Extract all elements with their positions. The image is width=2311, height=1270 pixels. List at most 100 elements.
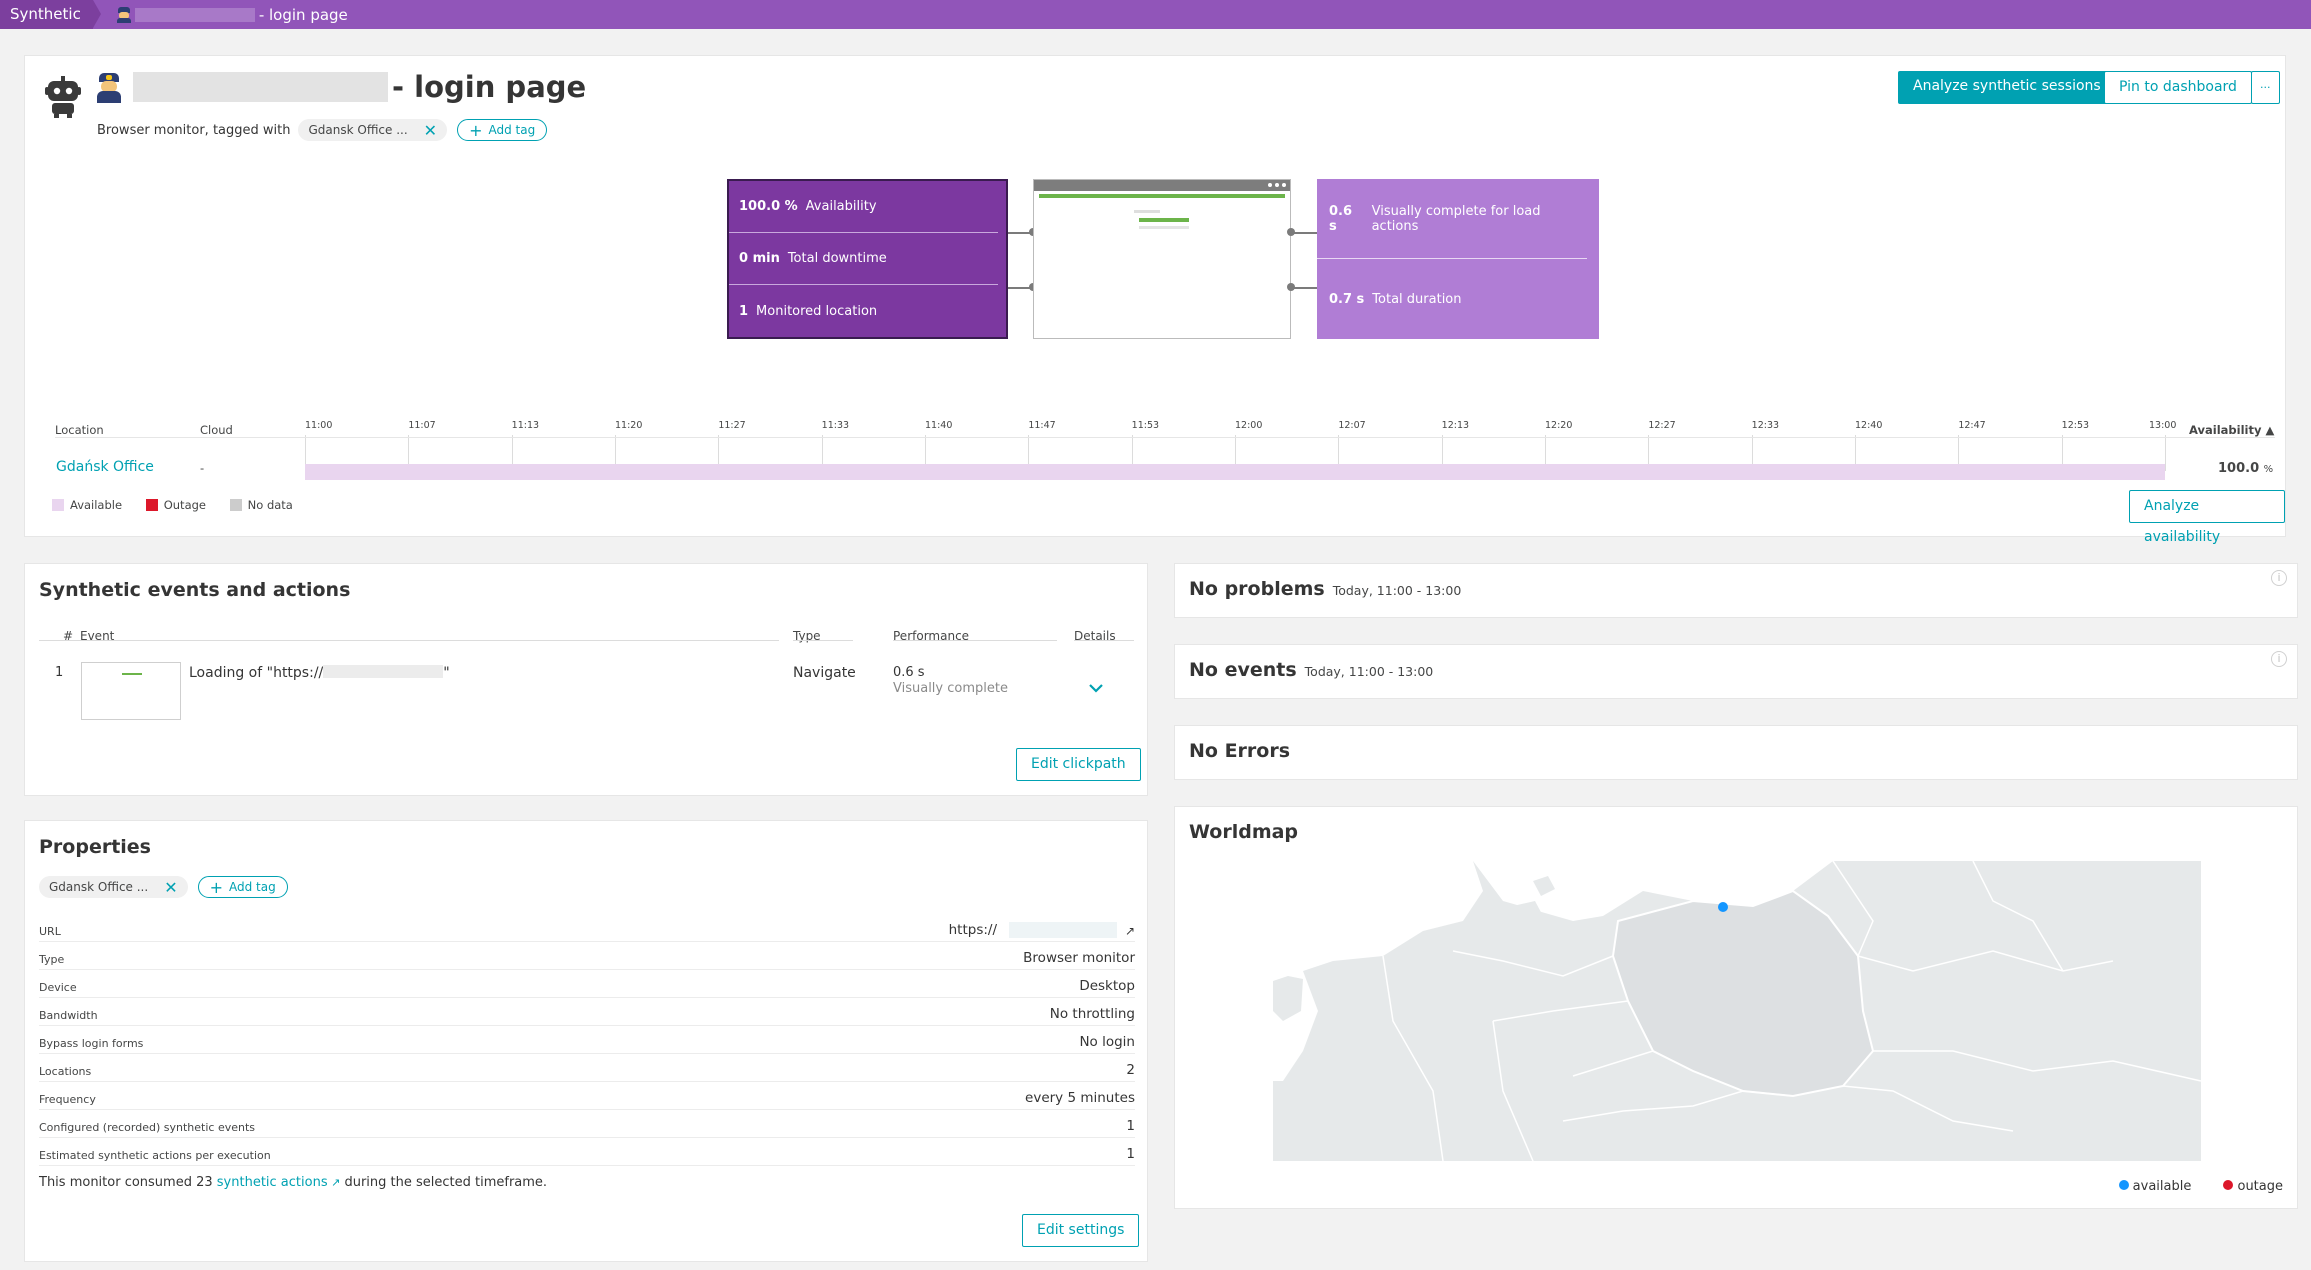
property-row: Configured (recorded) synthetic events 1 [39, 1110, 1135, 1138]
column-location: Location [55, 423, 104, 437]
property-row: ↗ URL https:// [39, 914, 1135, 942]
remove-tag-icon[interactable]: ✕ [423, 120, 438, 140]
events-card: Synthetic events and actions # Event Typ… [24, 563, 1148, 796]
timeline-tick-label: 11:33 [821, 420, 850, 431]
pin-to-dashboard-button[interactable]: Pin to dashboard [2104, 71, 2252, 104]
property-value[interactable]: https:// [948, 922, 1117, 938]
info-icon[interactable]: i [2271, 570, 2287, 586]
add-tag-label: Add tag [229, 880, 276, 894]
property-value: 1 [1126, 1118, 1135, 1134]
timeline-tick-label: 12:47 [1958, 420, 1986, 431]
timeline-tick-label: 11:53 [1131, 420, 1160, 431]
timeline-tick-label: 11:27 [718, 420, 746, 431]
property-key: Locations [39, 1065, 92, 1078]
property-value: No throttling [1049, 1006, 1135, 1022]
locations-metric: 1 Monitored location [739, 303, 878, 319]
external-link-icon[interactable]: ↗ [1124, 924, 1135, 938]
connector-line [1008, 232, 1033, 234]
legend-outage: outage [2223, 1179, 2283, 1194]
timeline-gridline [511, 435, 513, 471]
property-key: URL [39, 925, 61, 938]
timeline-gridline [1855, 435, 1856, 471]
property-key: Estimated synthetic actions per executio… [39, 1149, 271, 1162]
browser-urlbar [1039, 194, 1285, 198]
analyze-availability-button[interactable]: Analyze availability [2129, 490, 2285, 545]
breadcrumb-synthetic[interactable]: Synthetic [0, 0, 101, 29]
redacted-name [134, 7, 255, 22]
timeline-gridline [2061, 435, 2063, 471]
agent-icon [97, 73, 121, 103]
property-key: Configured (recorded) synthetic events [39, 1121, 255, 1134]
chevron-down-icon[interactable] [1088, 683, 1104, 693]
problems-title: No problems Today, 11:00 - 13:00 [1189, 578, 1462, 600]
page-screenshot-thumbnail[interactable] [1033, 179, 1291, 339]
property-row: Bandwidth No throttling [39, 998, 1135, 1026]
synthetic-actions-link[interactable]: synthetic actions [216, 1175, 328, 1190]
plus-icon: + [469, 120, 483, 140]
connector-dot [1287, 283, 1295, 291]
column-availability[interactable]: Availability ▲ [2189, 423, 2275, 437]
timeline-gridline [615, 435, 616, 471]
analyze-synthetic-sessions-button[interactable]: Analyze synthetic sessions [1898, 71, 2116, 104]
property-key: Device [39, 981, 77, 994]
timeline-gridline [305, 435, 306, 471]
more-actions-button[interactable]: ··· [2251, 71, 2280, 104]
subtitle-text: Browser monitor, tagged with [97, 122, 291, 138]
timeline-gridline [408, 435, 410, 471]
info-icon[interactable]: i [2271, 651, 2287, 667]
header-num: # [63, 629, 74, 643]
property-key: Bypass login forms [39, 1037, 144, 1050]
map-legend: available outage [2118, 1179, 2283, 1194]
visually-complete-metric: 0.6 s Visually complete for load actions [1317, 179, 1587, 259]
problems-range: Today, 11:00 - 13:00 [1332, 583, 1462, 598]
event-thumbnail[interactable] [81, 662, 181, 720]
availability-value: 100.0 % [2218, 461, 2274, 476]
browser-titlebar [1034, 180, 1290, 191]
property-value: 2 [1126, 1062, 1135, 1078]
location-marker[interactable] [1718, 902, 1728, 912]
events-panel: No events Today, 11:00 - 13:00 i [1174, 644, 2298, 699]
timeline-tick-label: 11:13 [511, 420, 540, 431]
legend-outage: Outage [145, 498, 206, 512]
property-row: Bypass login forms No login [39, 1026, 1135, 1054]
edit-clickpath-button[interactable]: Edit clickpath [1016, 748, 1141, 781]
timeline-tick-label: 12:40 [1855, 420, 1883, 431]
property-key: Frequency [39, 1093, 96, 1106]
timeline-tick-label: 12:07 [1338, 420, 1366, 431]
performance-summary-box[interactable]: 0.6 s Visually complete for load actions … [1317, 179, 1599, 339]
world-map[interactable] [1273, 861, 2201, 1161]
external-link-icon[interactable]: ↗ [327, 1176, 341, 1189]
tag-chip[interactable]: Gdansk Office ... ✕ [39, 876, 188, 898]
event-description: Loading of "https://" [189, 665, 450, 681]
timeline-tick-label: 12:13 [1441, 420, 1470, 431]
header-details: Details [1074, 629, 1116, 643]
timeline-tick-label: 12:53 [2061, 420, 2090, 431]
add-tag-button[interactable]: + Add tag [457, 119, 548, 141]
timeline-gridline [1441, 435, 1443, 471]
property-key: Bandwidth [39, 1009, 98, 1022]
availability-bar[interactable] [305, 464, 2165, 480]
breadcrumb-current[interactable]: - login page [116, 6, 348, 24]
location-link[interactable]: Gdańsk Office [56, 459, 154, 475]
edit-settings-button[interactable]: Edit settings [1022, 1214, 1140, 1247]
availability-metric: 100.0 % Availability [729, 181, 998, 233]
remove-tag-icon[interactable]: ✕ [164, 877, 178, 897]
timeline-tick-label: 12:00 [1235, 420, 1263, 431]
property-key: Type [39, 953, 65, 966]
properties-card: Properties Gdansk Office ... ✕ + Add tag… [24, 820, 1148, 1262]
tag-chip[interactable]: Gdansk Office ... ✕ [298, 119, 448, 141]
header-event: Event [80, 629, 115, 643]
property-row: Locations 2 [39, 1054, 1135, 1082]
add-tag-button[interactable]: + Add tag [197, 876, 288, 898]
timeline-gridline [1545, 435, 1546, 471]
timeline-tick-label: 11:07 [408, 420, 436, 431]
cloud-value: - [200, 461, 205, 475]
timeline-gridline [1648, 435, 1650, 471]
timeline-tick-label: 12:33 [1751, 420, 1780, 431]
availability-summary-box[interactable]: 100.0 % Availability 0 min Total downtime … [727, 179, 1008, 339]
timeline-tick-label: 12:20 [1545, 420, 1573, 431]
timeline-gridline [1958, 435, 1960, 471]
robot-icon [45, 76, 81, 118]
column-cloud: Cloud [200, 423, 233, 437]
properties-title: Properties [39, 836, 151, 858]
